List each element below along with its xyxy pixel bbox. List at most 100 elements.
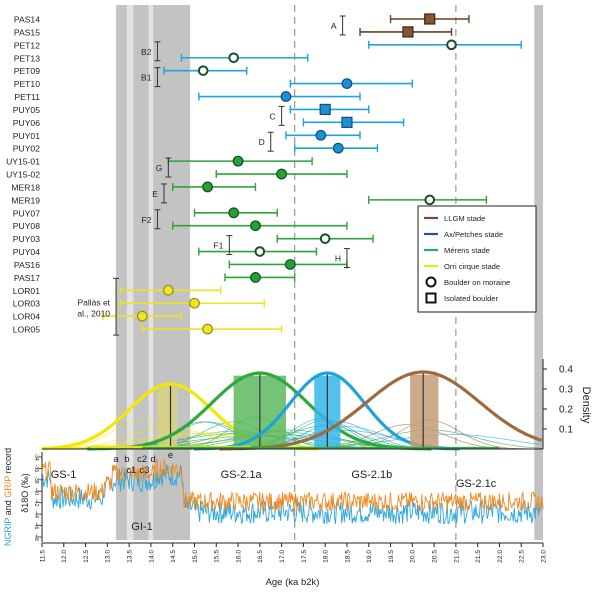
- stadial-bands: [116, 5, 543, 540]
- sample-circle-marker: [162, 284, 174, 296]
- density-tick-label: 0.1: [559, 425, 573, 436]
- sample-circle-marker: [280, 91, 292, 102]
- sample-label: PET13: [14, 53, 40, 63]
- density-axis-title: Density: [580, 387, 592, 424]
- sample-circle-marker: [228, 52, 239, 64]
- sample-label: PUY01: [13, 131, 40, 141]
- legend-label: Mérens stade: [444, 246, 490, 255]
- isotope-axis-title: δ18O (‰): [20, 473, 30, 513]
- sample-row: PUY04: [13, 246, 318, 257]
- sample-circle-marker: [228, 207, 240, 219]
- stage-density-Merens: [87, 371, 432, 451]
- grip-trace: [41, 459, 544, 513]
- grey-band-1: [133, 5, 149, 540]
- isotope-stage-label: GS-2.1a: [221, 469, 263, 481]
- legend-label: Boulder on moraine: [444, 278, 510, 287]
- sample-label: PAS17: [14, 273, 40, 283]
- isotope-record-title-part: NGRIP: [3, 518, 13, 547]
- isotope-stage-label: GS-2.1b: [351, 469, 392, 481]
- grey-band-0: [116, 5, 127, 540]
- bracket-label: B2: [141, 47, 152, 57]
- legend-label: Ax/Petches stade: [444, 230, 503, 239]
- light-band-1: [148, 5, 154, 540]
- stage-mean-band: [410, 374, 439, 449]
- x-tick-label: 17.5: [301, 550, 308, 563]
- sample-label: PUY08: [13, 221, 40, 231]
- isotope-stage-label: a: [113, 454, 119, 465]
- reference-label: Pallàs et: [77, 298, 110, 308]
- x-tick-label: 14.0: [148, 550, 155, 563]
- sample-circle-marker: [446, 39, 457, 51]
- bracket-E: E: [152, 183, 167, 204]
- bracket-label: G: [156, 163, 163, 173]
- sample-row: LOR03: [13, 297, 265, 309]
- reference-label: al., 2010: [77, 309, 110, 319]
- x-axis: 11.5 12.0 12.5 13.0 13.5 14.0 14.5 15.0 15.5 16.0…: [39, 542, 547, 588]
- bracket-label: C: [269, 111, 275, 121]
- sample-row: PUY02: [13, 142, 379, 154]
- sample-square-marker: [424, 13, 436, 25]
- x-tick-label: 20.5: [431, 550, 438, 563]
- sample-circle-marker: [232, 155, 244, 167]
- x-tick-label: 13.0: [105, 550, 112, 563]
- sample-row: PAS14: [14, 13, 470, 25]
- density-tick-label: 0.2: [559, 405, 573, 416]
- sample-row: PET11: [14, 91, 361, 102]
- x-tick-label: 15.0: [192, 550, 199, 563]
- isotope-tick-label: -38: [33, 476, 39, 484]
- isotope-tick-label: -34: [33, 453, 39, 461]
- bracket-label: F2: [142, 215, 152, 225]
- isotope-record-title: NGRIP and GRIP record: [3, 448, 13, 546]
- sample-label: MER18: [11, 182, 40, 192]
- sample-row: MER19: [11, 194, 488, 205]
- bracket-H: H: [335, 248, 350, 268]
- density-tick-label: 0.4: [559, 365, 573, 376]
- sample-circle-marker: [189, 297, 200, 309]
- legend-circle-symbol: [425, 276, 437, 288]
- x-tick-label: 22.0: [497, 550, 504, 563]
- sample-label: MER19: [11, 195, 40, 205]
- legend-label: LLGM stade: [444, 214, 485, 223]
- sample-label: UY15-02: [6, 170, 40, 180]
- sample-circle-marker: [315, 129, 327, 141]
- bracket-F2: F2: [142, 209, 161, 230]
- sample-row: PET09: [14, 65, 248, 76]
- sample-label: PUY03: [13, 234, 40, 244]
- sample-square-marker: [402, 26, 414, 38]
- bracket-label: F1: [213, 241, 223, 251]
- sample-row: LOR01: [13, 284, 222, 296]
- sample-label: PET11: [14, 92, 40, 102]
- bracket-B2: B2: [141, 41, 161, 62]
- bracket-label: A: [331, 21, 337, 31]
- sample-label: PAS14: [14, 15, 40, 25]
- density-panel: 0.1 0.2 0.3 0.4 Density: [41, 359, 592, 451]
- isotope-stage-label: e: [168, 450, 173, 461]
- sample-label: LOR05: [13, 325, 40, 335]
- sample-label: PUY05: [13, 105, 40, 115]
- sample-label: PET12: [14, 40, 40, 50]
- x-tick-label: 21.5: [475, 550, 482, 563]
- grey-band-2: [153, 5, 191, 540]
- isotope-tick-label: -46: [33, 522, 39, 530]
- stage-density-curve: [219, 370, 543, 451]
- sample-circle-marker: [250, 220, 261, 232]
- x-tick-label: 14.5: [170, 550, 177, 563]
- isotope-stage-label: b: [124, 454, 129, 465]
- isotope-stage-label: d: [150, 454, 155, 465]
- isotope-stage-label: GS-2.1c: [456, 478, 497, 490]
- isotope-stage-label: c3: [139, 465, 149, 476]
- sample-row: MER18: [11, 181, 257, 192]
- isotope-tick-label: -48: [33, 533, 39, 541]
- sample-ages-panel: PAS14 PAS15 PET12 PET13 PET09 PET10 PET11 PUY05…: [6, 13, 522, 335]
- sample-row: PUY06: [13, 116, 405, 128]
- isotope-record-title-part: and: [3, 498, 13, 518]
- sample-circle-marker: [284, 259, 296, 270]
- sample-label: PAS15: [14, 27, 40, 37]
- sample-row: PUY08: [13, 220, 348, 232]
- sample-circle-marker: [136, 310, 148, 322]
- sample-circle-marker: [319, 233, 331, 244]
- sample-circle-marker: [202, 323, 213, 335]
- sample-label: UY15-01: [6, 157, 40, 167]
- x-tick-label: 11.5: [39, 550, 46, 563]
- sample-label: LOR01: [13, 286, 40, 296]
